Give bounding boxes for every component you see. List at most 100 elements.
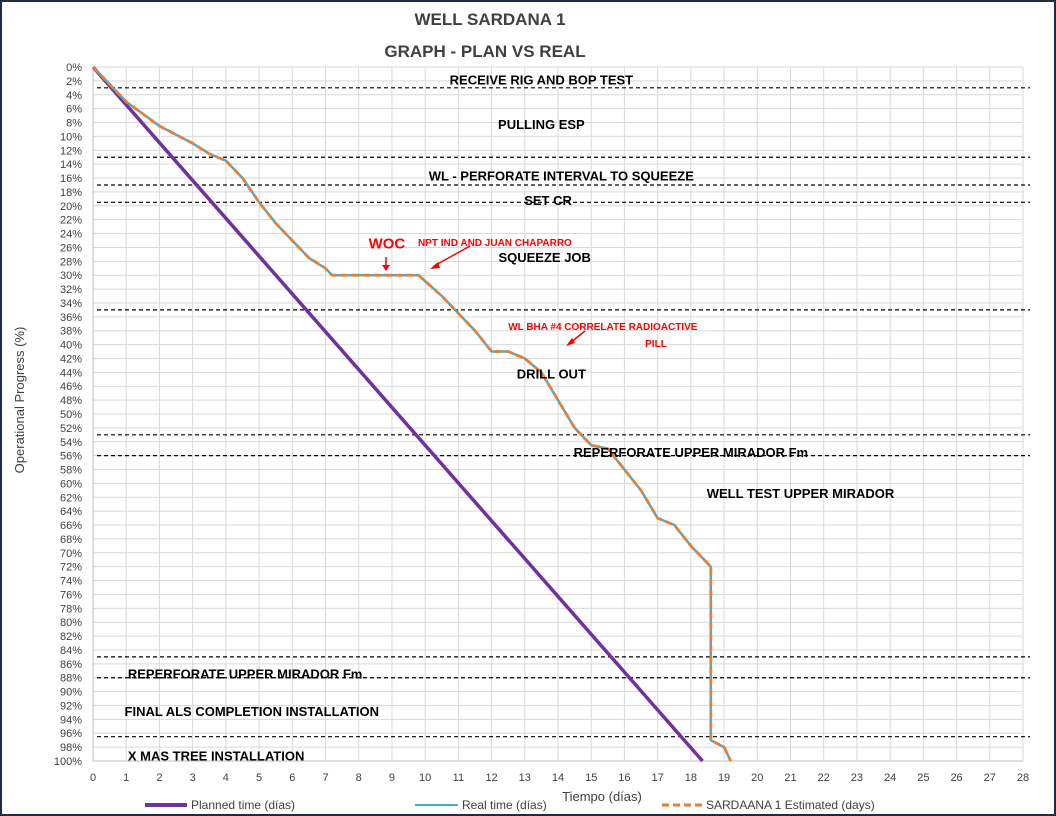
x-axis-label: Tiempo (días) — [562, 789, 642, 804]
legend-label-estimated: SARDAANA 1 Estimated (days) — [706, 798, 875, 812]
x-tick-label: 27 — [984, 772, 996, 784]
x-tick-label: 1 — [123, 772, 129, 784]
chart-subtitle: GRAPH - PLAN VS REAL — [384, 42, 585, 61]
y-tick-label: 62% — [60, 492, 82, 504]
annotations: WOC NPT IND AND JUAN CHAPARRO WL BHA #4 CO… — [369, 236, 698, 351]
x-tick-label: 4 — [223, 772, 229, 784]
y-tick-label: 70% — [60, 548, 82, 560]
annotation-label: PILL — [645, 339, 667, 350]
y-tick-label: 78% — [60, 603, 82, 615]
legend-label-planned: Planned time (días) — [191, 798, 295, 812]
npt-arrow — [433, 245, 471, 267]
phase-label: WL - PERFORATE INTERVAL TO SQUEEZE — [429, 168, 694, 183]
y-tick-label: 12% — [60, 145, 82, 157]
y-tick-label: 76% — [60, 589, 82, 601]
x-tick-label: 23 — [851, 772, 863, 784]
x-axis-ticks: 0 1 2 3 4 5 6 7 8 9 10 11 12 13 14 15 16 17 18 19 20 21 22 23 24… — [90, 772, 1029, 784]
y-tick-label: 82% — [60, 631, 82, 643]
y-tick-label: 28% — [60, 256, 82, 268]
phase-label: SQUEEZE JOB — [498, 250, 590, 265]
y-tick-label: 38% — [60, 326, 82, 338]
y-tick-label: 18% — [60, 187, 82, 199]
x-tick-label: 11 — [453, 772, 464, 784]
y-tick-label: 42% — [60, 353, 82, 365]
annotation-label: WOC — [369, 236, 406, 253]
phase-label: PULLING ESP — [498, 117, 585, 132]
y-tick-label: 52% — [60, 423, 82, 435]
chart-title: WELL SARDANA 1 — [414, 10, 565, 29]
y-tick-label: 34% — [60, 298, 82, 310]
x-tick-label: 15 — [585, 772, 597, 784]
x-tick-label: 13 — [519, 772, 531, 784]
x-tick-label: 2 — [156, 772, 162, 784]
y-tick-label: 50% — [60, 409, 82, 421]
y-tick-label: 86% — [60, 659, 82, 671]
y-tick-label: 2% — [66, 76, 82, 88]
y-tick-label: 84% — [60, 645, 82, 657]
annotation-label: WL BHA #4 CORRELATE RADIOACTIVE — [508, 322, 698, 333]
y-tick-label: 66% — [60, 520, 82, 532]
y-tick-label: 10% — [60, 131, 82, 143]
x-tick-label: 0 — [90, 772, 96, 784]
x-tick-label: 3 — [190, 772, 196, 784]
phase-label: REPERFORATE UPPER MIRADOR Fm — [128, 667, 363, 682]
phase-label: RECEIVE RIG AND BOP TEST — [450, 72, 634, 87]
woc-arrow-head — [382, 265, 390, 271]
y-tick-label: 14% — [60, 159, 82, 171]
phase-label: X MAS TREE INSTALLATION — [128, 748, 304, 763]
y-axis-label: Operational Progress (%) — [12, 327, 27, 474]
legend-label-real: Real time (días) — [462, 798, 547, 812]
x-tick-label: 10 — [419, 772, 431, 784]
phase-boundaries — [97, 87, 1030, 738]
grid — [92, 66, 1024, 762]
y-tick-label: 32% — [60, 284, 82, 296]
y-tick-label: 100% — [54, 756, 82, 768]
x-tick-label: 12 — [485, 772, 497, 784]
phase-label: FINAL ALS COMPLETION INSTALLATION — [125, 704, 379, 719]
series-layer — [91, 65, 732, 763]
y-tick-label: 74% — [60, 576, 82, 588]
series-planned-line — [91, 65, 704, 763]
x-tick-label: 21 — [784, 772, 796, 784]
y-tick-label: 30% — [60, 270, 82, 282]
x-tick-label: 28 — [1017, 772, 1029, 784]
x-tick-label: 7 — [322, 772, 328, 784]
y-tick-label: 90% — [60, 687, 82, 699]
y-tick-label: 0% — [66, 62, 82, 74]
y-tick-label: 44% — [60, 367, 82, 379]
x-tick-label: 17 — [652, 772, 664, 784]
phase-label: SET CR — [524, 193, 572, 208]
y-tick-label: 26% — [60, 242, 82, 254]
y-tick-label: 68% — [60, 534, 82, 546]
x-tick-label: 8 — [356, 772, 362, 784]
y-tick-label: 6% — [66, 104, 82, 116]
x-tick-label: 24 — [884, 772, 896, 784]
x-tick-label: 26 — [950, 772, 962, 784]
phase-label: DRILL OUT — [517, 367, 586, 382]
annotation-arrows — [382, 245, 586, 346]
x-tick-label: 16 — [618, 772, 630, 784]
y-tick-label: 8% — [66, 118, 82, 130]
phase-label: WELL TEST UPPER MIRADOR — [707, 486, 895, 501]
y-tick-label: 92% — [60, 700, 82, 712]
y-tick-label: 60% — [60, 478, 82, 490]
x-tick-label: 5 — [256, 772, 262, 784]
x-tick-label: 18 — [685, 772, 697, 784]
y-tick-label: 4% — [66, 90, 82, 102]
y-tick-label: 72% — [60, 562, 82, 574]
x-tick-label: 14 — [552, 772, 564, 784]
series-estimated-line — [91, 66, 732, 762]
x-tick-label: 20 — [751, 772, 763, 784]
y-tick-label: 58% — [60, 465, 82, 477]
x-tick-label: 25 — [917, 772, 929, 784]
y-tick-label: 96% — [60, 728, 82, 740]
y-tick-label: 98% — [60, 742, 82, 754]
phase-labels: RECEIVE RIG AND BOP TEST PULLING ESP WL - … — [125, 72, 895, 763]
x-tick-label: 22 — [818, 772, 830, 784]
npt-arrow-head — [430, 262, 440, 269]
x-tick-label: 6 — [289, 772, 295, 784]
x-tick-label: 9 — [389, 772, 395, 784]
y-tick-label: 40% — [60, 340, 82, 352]
y-tick-label: 16% — [60, 173, 82, 185]
